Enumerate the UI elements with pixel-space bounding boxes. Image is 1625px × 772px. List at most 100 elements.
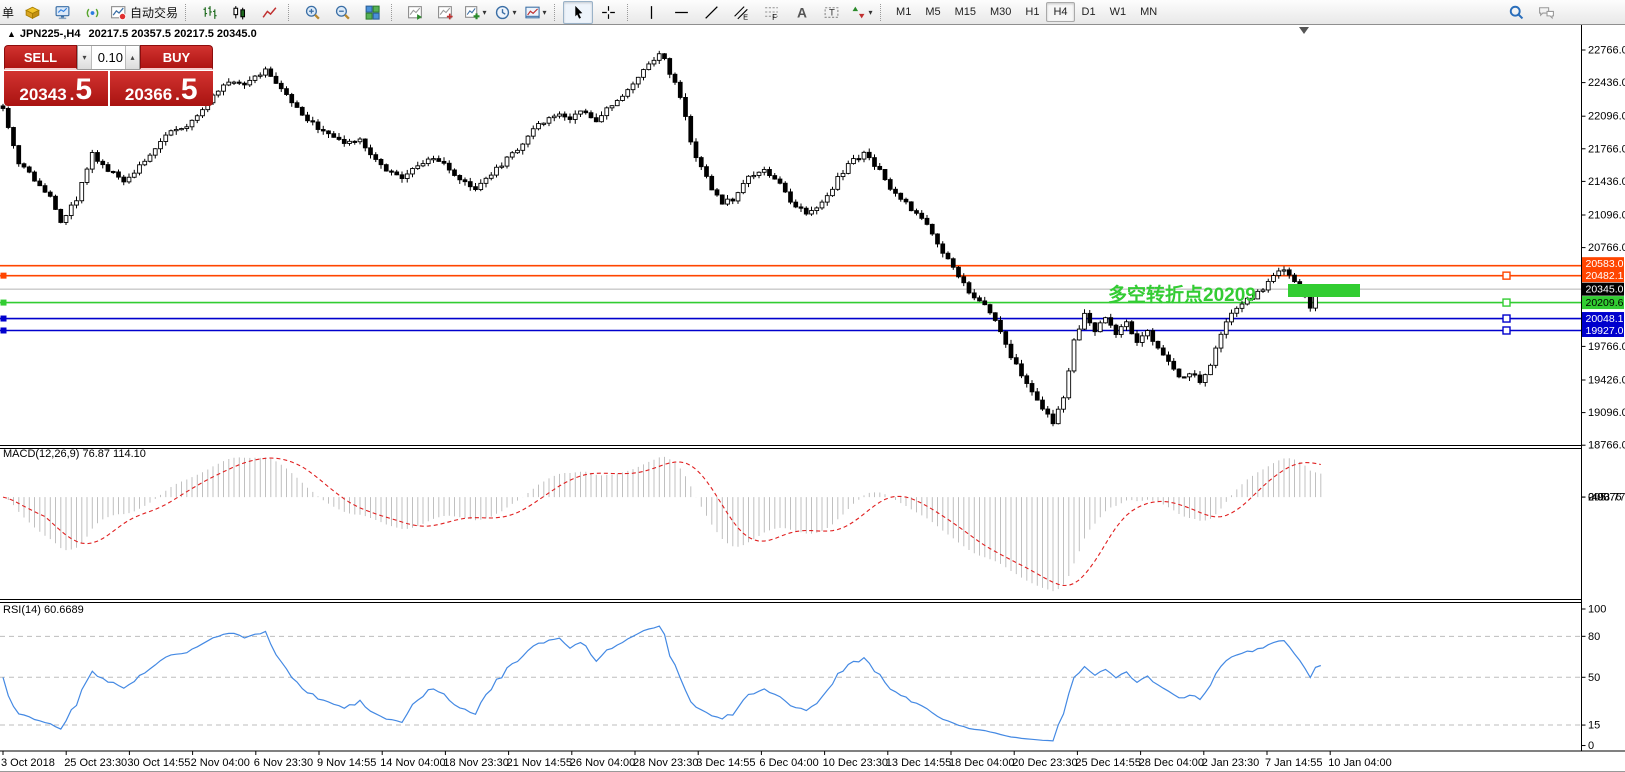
- buy-button[interactable]: BUY: [140, 45, 213, 70]
- candlestick-chart-button[interactable]: [224, 1, 254, 24]
- sell-button[interactable]: SELL: [4, 45, 77, 70]
- zoom-in-button[interactable]: [297, 1, 327, 24]
- line-anchor[interactable]: [1503, 299, 1510, 306]
- timeframe-M15[interactable]: M15: [948, 2, 983, 22]
- market-watch-icon: [54, 4, 71, 21]
- autotrading-button[interactable]: 自动交易: [107, 1, 181, 24]
- svg-text:10 Dec 23:30: 10 Dec 23:30: [823, 757, 888, 769]
- svg-text:20 Dec 23:30: 20 Dec 23:30: [1012, 757, 1077, 769]
- volume-decrease-button[interactable]: ▾: [78, 46, 92, 69]
- line-chart-icon: [261, 4, 278, 21]
- zoom-in-icon: [304, 4, 321, 21]
- svg-text:3 Oct 2018: 3 Oct 2018: [1, 757, 55, 769]
- svg-text:3 Dec 14:55: 3 Dec 14:55: [696, 757, 755, 769]
- signals-icon: [84, 4, 101, 21]
- svg-text:100: 100: [1588, 604, 1606, 616]
- timeframe-MN[interactable]: MN: [1133, 2, 1164, 22]
- new-chart-button[interactable]: ▾: [460, 1, 490, 24]
- horizontal-lines-layer[interactable]: [0, 266, 1582, 334]
- line-anchor[interactable]: [1, 300, 7, 306]
- chart-shift-marker-icon[interactable]: [1299, 27, 1309, 34]
- volume-control: ▾ ▴: [77, 45, 140, 70]
- line-anchor[interactable]: [1503, 272, 1510, 279]
- timeframe-M30[interactable]: M30: [983, 2, 1018, 22]
- horizontal-line-button[interactable]: [666, 1, 696, 24]
- line-anchor[interactable]: [1503, 327, 1510, 334]
- line-anchor[interactable]: [1, 273, 7, 279]
- volume-input[interactable]: [92, 46, 125, 69]
- macd-histogram: [3, 457, 1321, 591]
- svg-text:19927.0: 19927.0: [1586, 325, 1624, 337]
- svg-text:20583.0: 20583.0: [1586, 258, 1624, 270]
- history-center-button[interactable]: [17, 1, 47, 24]
- autotrading-button-label: 自动交易: [130, 4, 178, 21]
- auto-arrange-icon: [407, 4, 424, 21]
- svg-text:28 Dec 04:00: 28 Dec 04:00: [1139, 757, 1204, 769]
- annotation-text[interactable]: 多空转折点20209: [1108, 283, 1256, 306]
- svg-text:21 Nov 14:55: 21 Nov 14:55: [507, 757, 572, 769]
- timeframe-H4[interactable]: H4: [1046, 2, 1074, 22]
- zoom-out-button[interactable]: [327, 1, 357, 24]
- buy-price[interactable]: 20366 . 5: [110, 71, 214, 106]
- toolbar-separator: [554, 4, 559, 21]
- periods-button[interactable]: ▾: [490, 1, 520, 24]
- new-order-partial-label[interactable]: 单: [2, 4, 17, 21]
- signals-button[interactable]: [77, 1, 107, 24]
- svg-text:18766.0: 18766.0: [1588, 440, 1625, 452]
- tile-windows-button[interactable]: [357, 1, 387, 24]
- svg-text:26 Nov 04:00: 26 Nov 04:00: [570, 757, 635, 769]
- chat-button[interactable]: [1531, 1, 1561, 24]
- svg-text:2 Jan 23:30: 2 Jan 23:30: [1202, 757, 1260, 769]
- svg-text:0: 0: [1588, 740, 1594, 752]
- bar-chart-button[interactable]: [194, 1, 224, 24]
- timeframe-M5[interactable]: M5: [918, 2, 947, 22]
- channel-icon: E: [733, 4, 750, 21]
- svg-text:E: E: [743, 12, 748, 21]
- svg-text:9 Nov 14:55: 9 Nov 14:55: [317, 757, 376, 769]
- buy-price-main: 20366: [125, 86, 172, 103]
- chart-shift-button[interactable]: [430, 1, 460, 24]
- trendline-button[interactable]: [696, 1, 726, 24]
- templates-button[interactable]: ▾: [520, 1, 550, 24]
- crosshair-button[interactable]: [593, 1, 623, 24]
- fibonacci-button[interactable]: F: [756, 1, 786, 24]
- vertical-line-icon: [643, 4, 660, 21]
- volume-increase-button[interactable]: ▴: [125, 46, 139, 69]
- cursor-button[interactable]: [563, 1, 593, 24]
- svg-text:20048.1: 20048.1: [1586, 313, 1624, 325]
- collapse-panel-icon[interactable]: ▲: [7, 29, 16, 39]
- rsi-label: RSI(14) 60.6689: [3, 604, 84, 616]
- line-anchor[interactable]: [1503, 315, 1510, 322]
- search-button[interactable]: [1501, 1, 1531, 24]
- chevron-down-icon: ▾: [513, 8, 517, 17]
- arrows-tool-button[interactable]: ▾: [846, 1, 876, 24]
- equidistant-channel-button[interactable]: E: [726, 1, 756, 24]
- market-watch-button[interactable]: [47, 1, 77, 24]
- timeframe-D1[interactable]: D1: [1075, 2, 1103, 22]
- history-center-icon: [24, 4, 41, 21]
- line-anchor[interactable]: [1, 327, 7, 333]
- svg-text:20482.1: 20482.1: [1586, 270, 1624, 282]
- chart-canvas[interactable]: 多空转折点2020922766.022436.022096.021766.021…: [0, 25, 1625, 771]
- svg-text:6 Dec 04:00: 6 Dec 04:00: [759, 757, 818, 769]
- line-chart-button[interactable]: [254, 1, 284, 24]
- timeframe-H1[interactable]: H1: [1018, 2, 1046, 22]
- auto-arrange-button[interactable]: [400, 1, 430, 24]
- vertical-line-button[interactable]: [636, 1, 666, 24]
- label-tool-button[interactable]: T: [816, 1, 846, 24]
- text-tool-button[interactable]: A: [786, 1, 816, 24]
- svg-text:19426.0: 19426.0: [1588, 374, 1625, 386]
- new-chart-icon: [464, 4, 481, 21]
- template-icon: [524, 4, 541, 21]
- line-anchor[interactable]: [1, 316, 7, 322]
- tile-windows-icon: [364, 4, 381, 21]
- svg-text:T: T: [828, 7, 834, 18]
- svg-text:19096.0: 19096.0: [1588, 407, 1625, 419]
- svg-text:80: 80: [1588, 631, 1600, 643]
- timeframe-W1[interactable]: W1: [1103, 2, 1134, 22]
- highlight-rect[interactable]: [1288, 284, 1360, 297]
- clock-icon: [494, 4, 511, 21]
- sell-price[interactable]: 20343 . 5: [4, 71, 108, 106]
- timeframe-M1[interactable]: M1: [889, 2, 918, 22]
